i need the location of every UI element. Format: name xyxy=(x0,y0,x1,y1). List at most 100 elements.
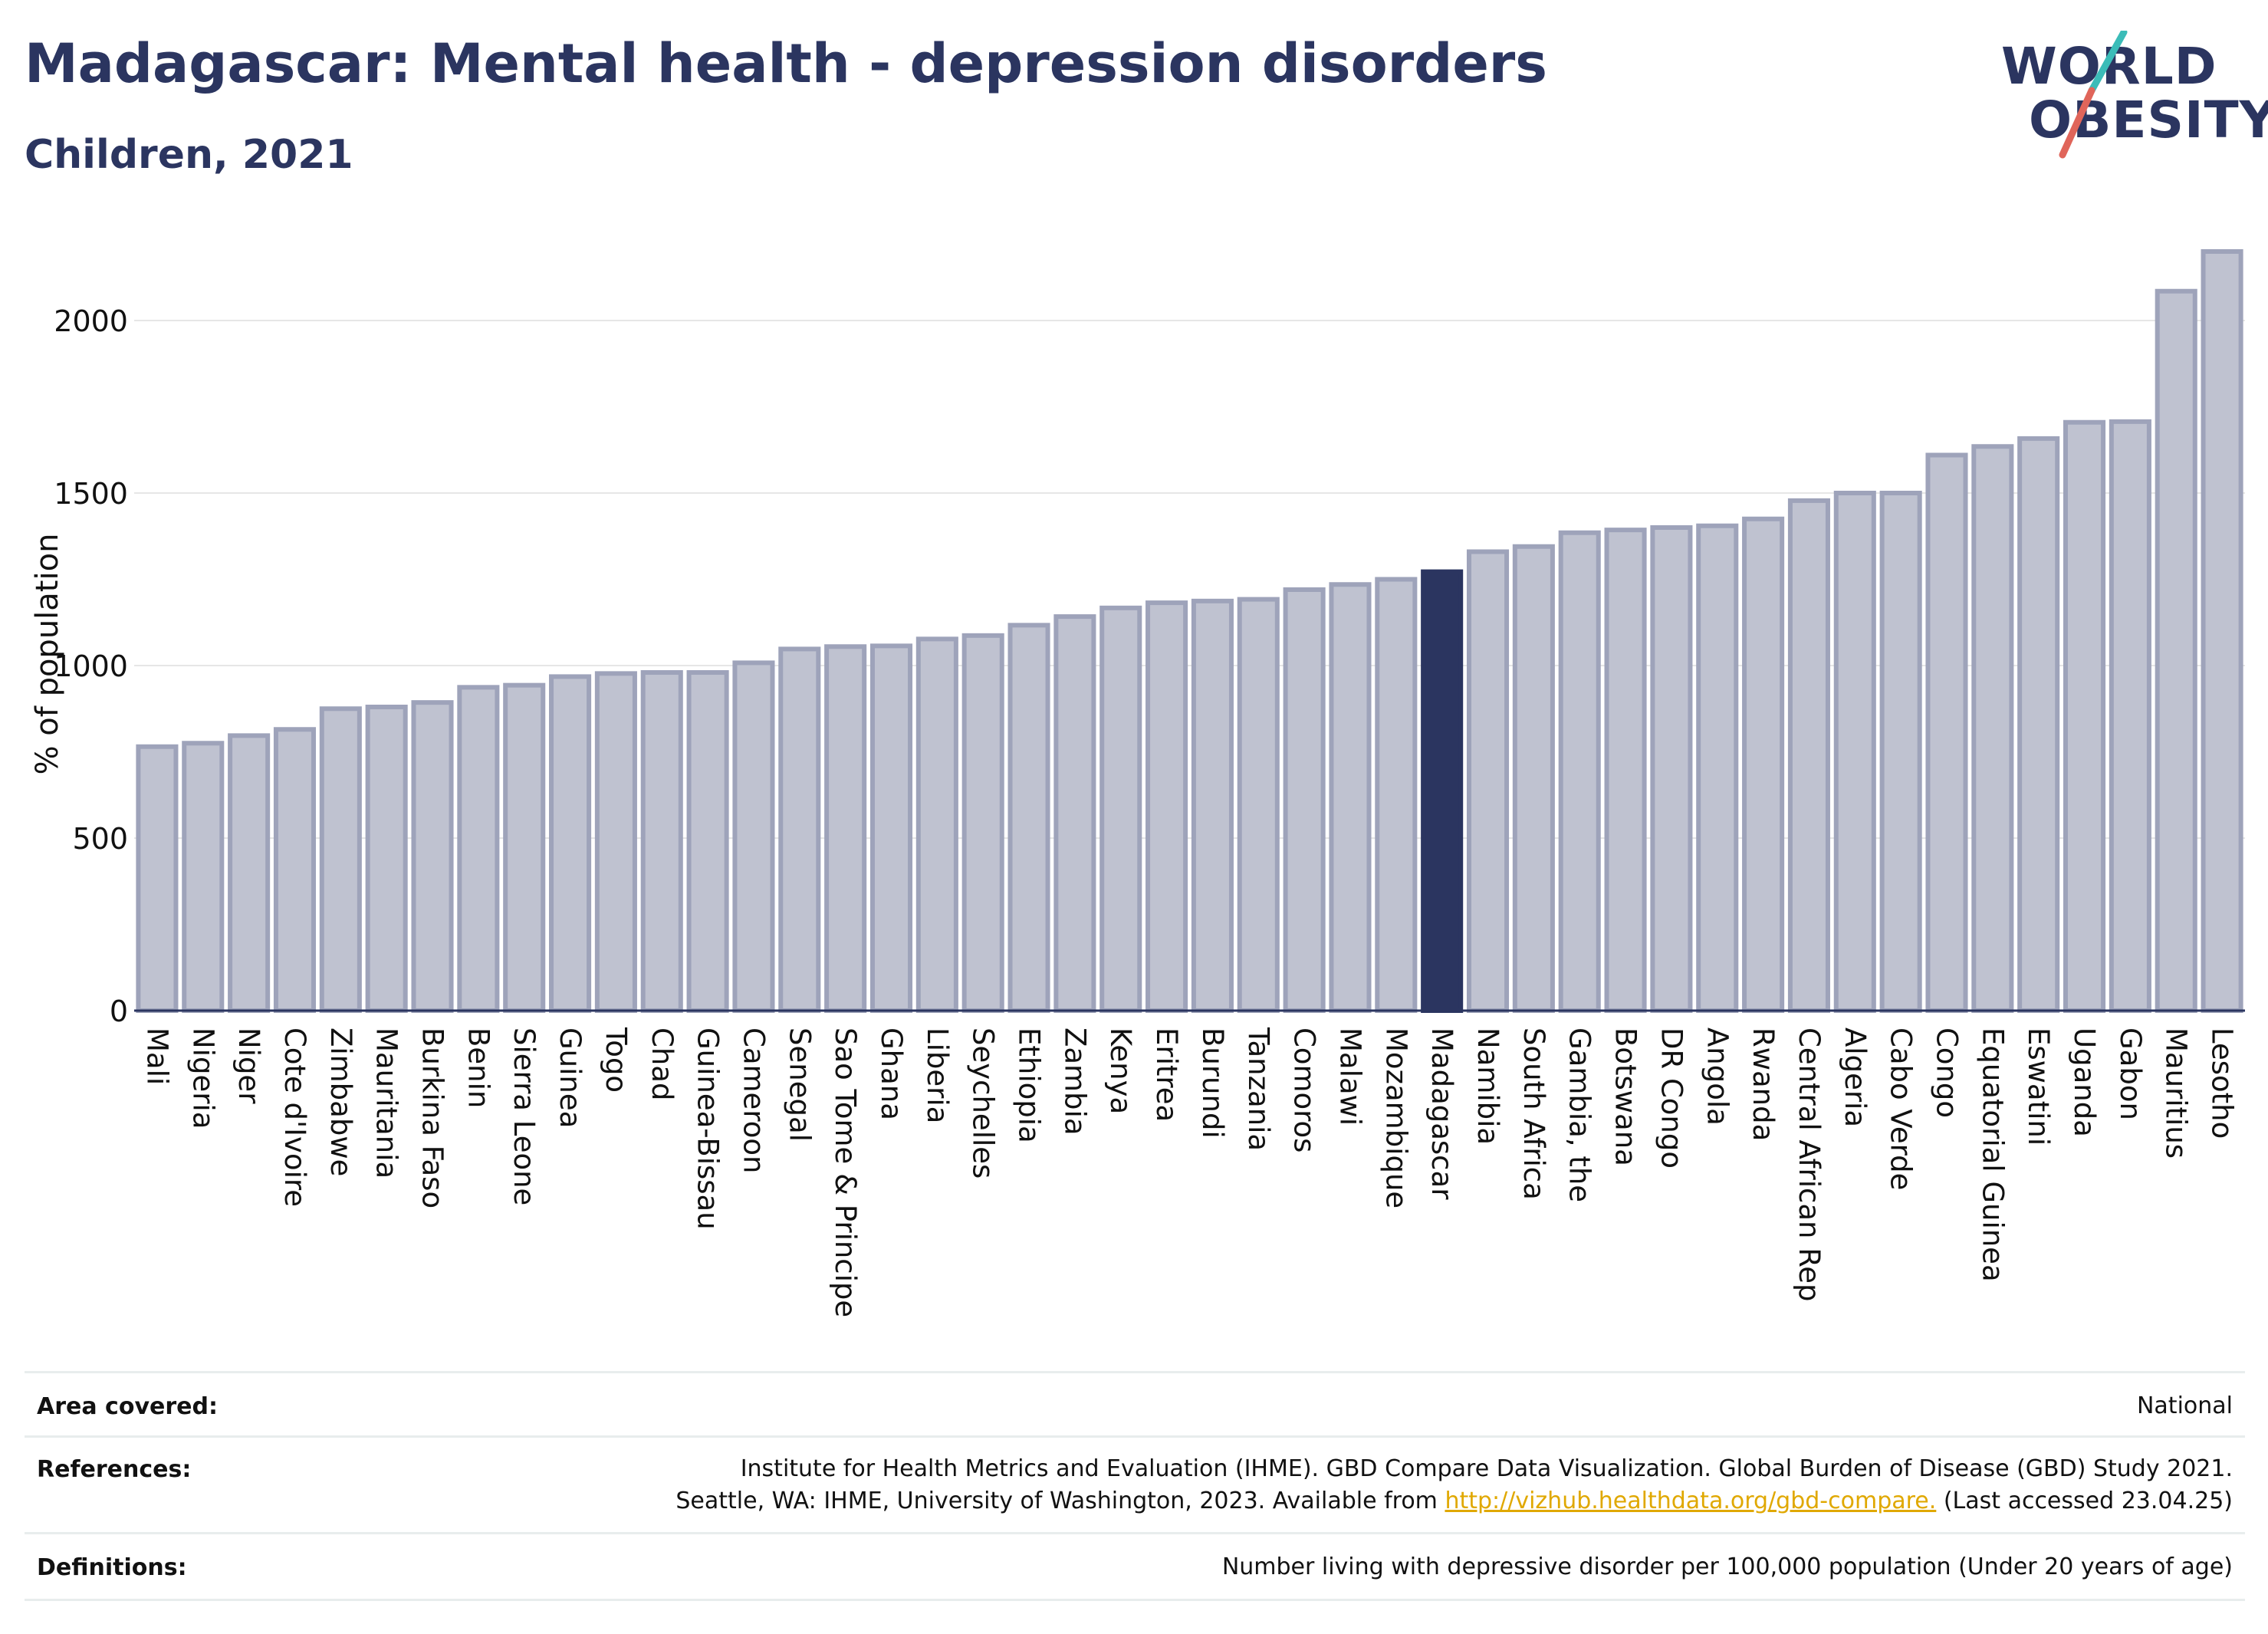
x-tick-label: Ghana xyxy=(875,1027,908,1120)
bar xyxy=(503,682,546,1014)
bar xyxy=(365,705,408,1013)
x-tick-label: Namibia xyxy=(1471,1027,1504,1145)
x-tick-label: Mauritania xyxy=(370,1027,403,1179)
x-tick-label: Burundi xyxy=(1196,1027,1229,1139)
x-tick-label: Botswana xyxy=(1609,1027,1642,1166)
bar xyxy=(2109,419,2151,1013)
x-tick-label: Gabon xyxy=(2114,1027,2147,1120)
bar xyxy=(1053,614,1096,1013)
chart-subtitle: Children, 2021 xyxy=(25,132,353,178)
x-tick-label: Nigeria xyxy=(186,1027,219,1129)
x-tick-label: Benin xyxy=(462,1027,495,1108)
bar xyxy=(1971,444,2014,1013)
x-tick-label: Burkina Faso xyxy=(416,1027,449,1208)
bar xyxy=(824,644,867,1013)
y-axis-title: % of population xyxy=(30,534,65,775)
x-tick-label: Congo xyxy=(1930,1027,1963,1118)
bar xyxy=(457,685,500,1013)
bar xyxy=(1833,491,1876,1013)
bar xyxy=(228,733,271,1013)
definitions-row: Definitions: Number living with depressi… xyxy=(25,1532,2245,1601)
x-tick-label: Sierra Leone xyxy=(508,1027,541,1205)
x-tick-label: Cote d'Ivoire xyxy=(278,1027,311,1207)
area-covered-label: Area covered: xyxy=(37,1393,218,1420)
logo-slash-icon xyxy=(2059,31,2128,159)
y-tick-label: 1500 xyxy=(54,477,128,511)
bar xyxy=(1237,597,1280,1013)
references-row: References: Institute for Health Metrics… xyxy=(25,1435,2245,1533)
x-tick-label: Cameroon xyxy=(737,1027,770,1173)
bar xyxy=(640,670,683,1013)
bar xyxy=(182,741,225,1013)
x-tick-label: Senegal xyxy=(783,1027,816,1142)
area-covered-value: National xyxy=(2136,1392,2233,1419)
x-tick-label: South Africa xyxy=(1517,1027,1550,1200)
x-tick-label: Kenya xyxy=(1104,1027,1137,1114)
x-tick-label: Mozambique xyxy=(1379,1027,1412,1208)
x-tick-label: Liberia xyxy=(921,1027,954,1123)
bar xyxy=(1099,605,1142,1013)
x-tick-label: Ethiopia xyxy=(1013,1027,1046,1143)
references-line-2: Seattle, WA: IHME, University of Washing… xyxy=(675,1485,2233,1517)
y-tick-label: 500 xyxy=(72,822,128,856)
definitions-value: Number living with depressive disorder p… xyxy=(1221,1553,2233,1580)
x-tick-label: Uganda xyxy=(2068,1027,2101,1137)
bar xyxy=(686,670,729,1013)
bar xyxy=(1742,516,1785,1013)
definitions-label: Definitions: xyxy=(37,1554,187,1581)
x-tick-label: Angola xyxy=(1701,1027,1734,1126)
bar xyxy=(1787,498,1830,1013)
bar xyxy=(1879,491,1922,1013)
references-text: Institute for Health Metrics and Evaluat… xyxy=(675,1453,2233,1517)
references-line-2-prefix: Seattle, WA: IHME, University of Washing… xyxy=(675,1488,1445,1514)
area-covered-row: Area covered: National xyxy=(25,1371,2245,1436)
bar xyxy=(2017,436,2060,1013)
bar xyxy=(136,744,179,1013)
bar xyxy=(1604,528,1647,1013)
bar xyxy=(1146,600,1188,1013)
bar xyxy=(1696,523,1739,1013)
bar xyxy=(411,700,454,1014)
x-tick-label: Seychelles xyxy=(967,1027,1000,1179)
bar xyxy=(1512,544,1555,1013)
bar xyxy=(273,727,317,1013)
bar xyxy=(869,643,913,1013)
references-line-2-suffix: (Last accessed 23.04.25) xyxy=(1936,1488,2233,1514)
x-tick-label: Rwanda xyxy=(1747,1027,1780,1141)
x-tick-label: Niger xyxy=(232,1027,265,1104)
bar xyxy=(1283,587,1326,1013)
bar xyxy=(1925,452,1968,1013)
references-link[interactable]: http://vizhub.healthdata.org/gbd-compare… xyxy=(1445,1488,1937,1514)
bar xyxy=(594,671,637,1013)
bar xyxy=(549,674,592,1014)
bar xyxy=(1329,582,1372,1013)
y-tick-label: 2000 xyxy=(54,304,128,338)
world-obesity-logo: WORLD OBESITY xyxy=(2001,31,2268,161)
bar xyxy=(319,706,362,1013)
bar xyxy=(732,660,775,1014)
x-tick-label: Togo xyxy=(600,1027,633,1093)
bar xyxy=(1375,577,1418,1013)
y-tick-label: 0 xyxy=(110,995,128,1028)
x-tick-label: Algeria xyxy=(1839,1027,1872,1127)
x-tick-label: Zambia xyxy=(1058,1027,1091,1136)
x-tick-label: Guinea xyxy=(554,1027,587,1128)
bar xyxy=(2155,288,2197,1013)
bar xyxy=(1191,598,1234,1013)
bar xyxy=(1466,549,1510,1013)
bar-chart: 0 500 1000 1500 2000 % of population Mali Niger… xyxy=(30,249,2245,1317)
y-tick-label: 1000 xyxy=(54,649,128,683)
bar xyxy=(961,633,1004,1013)
bar xyxy=(2063,419,2106,1013)
x-tick-label: Mali xyxy=(140,1027,173,1085)
x-tick-label: Comoros xyxy=(1288,1027,1321,1152)
x-tick-label: Malawi xyxy=(1333,1027,1366,1126)
x-tick-label: DR Congo xyxy=(1655,1027,1688,1169)
bar xyxy=(1650,525,1693,1013)
x-tick-label: Madagascar xyxy=(1425,1027,1458,1200)
bar xyxy=(2201,249,2243,1013)
x-tick-label: Eswatini xyxy=(2022,1027,2055,1146)
x-tick-label: Eritrea xyxy=(1150,1027,1183,1122)
references-label: References: xyxy=(37,1456,192,1483)
x-tick-label: Mauritius xyxy=(2160,1027,2193,1159)
